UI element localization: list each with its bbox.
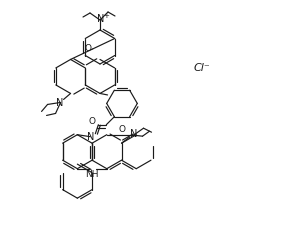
Text: N: N: [87, 132, 94, 142]
Text: NH: NH: [85, 170, 99, 179]
Text: O: O: [118, 125, 125, 134]
Text: O: O: [89, 117, 96, 126]
Text: +: +: [103, 13, 109, 19]
Text: N: N: [97, 14, 105, 24]
Text: Cl⁻: Cl⁻: [194, 63, 210, 73]
Text: N: N: [56, 98, 63, 109]
Text: O: O: [84, 44, 91, 54]
Text: N: N: [130, 129, 137, 139]
